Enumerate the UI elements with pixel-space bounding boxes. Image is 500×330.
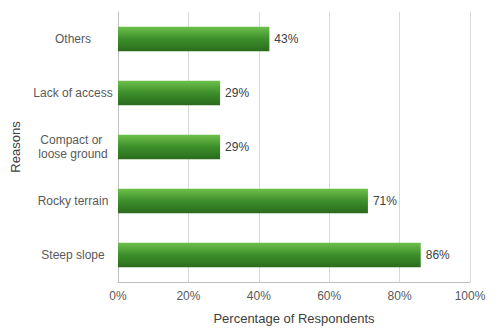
svg-text:Others: Others xyxy=(55,32,91,46)
svg-text:43%: 43% xyxy=(274,32,298,46)
svg-text:20%: 20% xyxy=(176,289,200,303)
svg-text:86%: 86% xyxy=(426,248,450,262)
svg-text:40%: 40% xyxy=(247,289,271,303)
svg-text:29%: 29% xyxy=(225,140,249,154)
svg-text:Lack of access: Lack of access xyxy=(33,86,112,100)
svg-text:loose ground: loose ground xyxy=(38,147,107,161)
svg-text:71%: 71% xyxy=(373,194,397,208)
svg-text:Reasons: Reasons xyxy=(8,121,23,173)
svg-text:100%: 100% xyxy=(455,289,486,303)
svg-text:Steep slope: Steep slope xyxy=(41,248,105,262)
svg-text:0%: 0% xyxy=(109,289,127,303)
svg-text:Rocky terrain: Rocky terrain xyxy=(38,194,109,208)
svg-text:80%: 80% xyxy=(388,289,412,303)
svg-text:29%: 29% xyxy=(225,86,249,100)
svg-text:Compact or: Compact or xyxy=(40,133,105,147)
svg-text:60%: 60% xyxy=(317,289,341,303)
svg-text:Percentage of Respondents: Percentage of Respondents xyxy=(213,311,375,326)
